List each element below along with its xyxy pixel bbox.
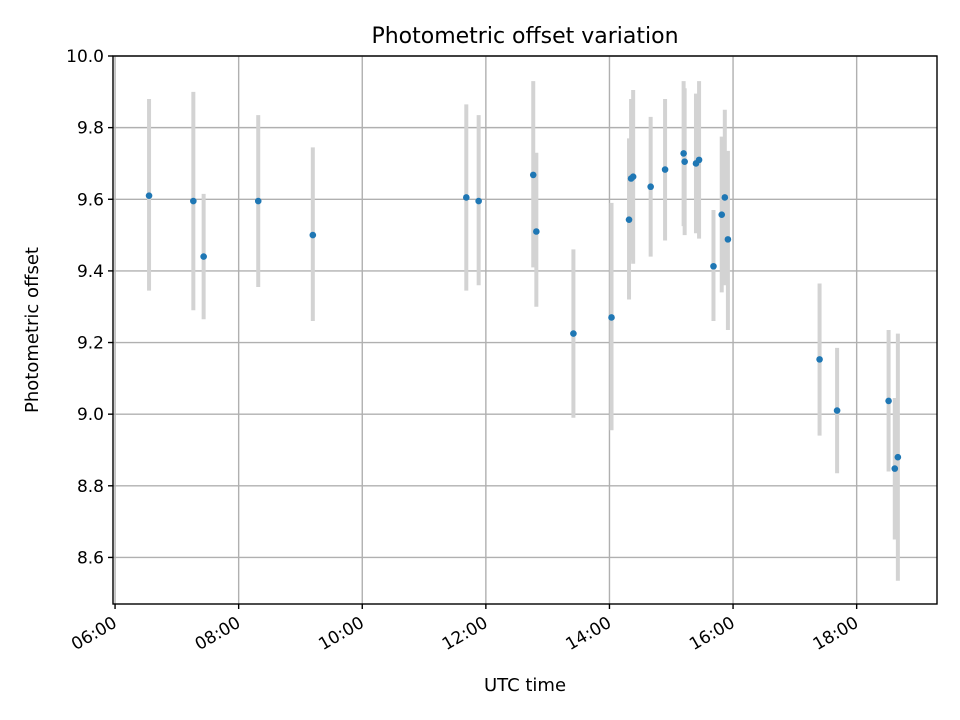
data-point [816,356,823,363]
data-point [529,171,537,179]
tick-layer: 06:00 08:00 10:00 12:00 14:00 16:00 18:00 8.6 8.… [66,47,862,655]
y-tick-label: 9.4 [77,262,104,282]
data-point [661,166,669,173]
y-tick-label: 9.8 [77,119,104,139]
data-point [894,453,902,461]
data-point [462,194,470,201]
data-point [647,183,654,191]
data-point [680,150,687,157]
data-point [724,236,732,243]
plot-frame [112,55,938,605]
data-point [145,192,153,199]
x-axis-label: UTC time [484,675,566,696]
data-point [681,158,688,165]
data-point [200,253,207,260]
y-tick-label: 10.0 [66,47,104,67]
x-tick-label: 18:00 [810,613,862,655]
data-point [309,231,317,239]
data-point [721,194,729,201]
data-point [718,211,726,218]
grid-layer [113,55,937,604]
data-point [625,216,633,223]
data-point [254,197,262,205]
data-point [608,314,615,321]
data-point [475,197,482,205]
y-tick-label: 8.8 [77,477,104,497]
y-axis-label: Photometric offset [22,247,43,413]
x-tick-label: 14:00 [563,613,615,655]
data-point [710,262,717,270]
y-tick-label: 9.0 [77,405,104,425]
x-tick-label: 16:00 [686,613,738,655]
x-tick-label: 06:00 [68,613,120,655]
y-tick-label: 9.2 [77,334,104,354]
data-point [833,407,841,414]
data-point [885,397,892,405]
error-bar-layer [147,81,900,581]
data-point-layer [145,150,902,472]
y-tick-label: 8.6 [77,548,104,568]
data-point [891,465,899,472]
x-tick-label: 08:00 [192,613,244,655]
data-point [570,330,577,337]
data-point [695,156,703,164]
data-point [190,197,197,205]
data-point [533,228,540,235]
data-point [629,173,637,181]
x-tick-label: 12:00 [439,613,491,655]
x-tick-label: 10:00 [315,613,367,655]
y-tick-label: 9.6 [77,190,104,210]
chart-title: Photometric offset variation [371,24,678,49]
